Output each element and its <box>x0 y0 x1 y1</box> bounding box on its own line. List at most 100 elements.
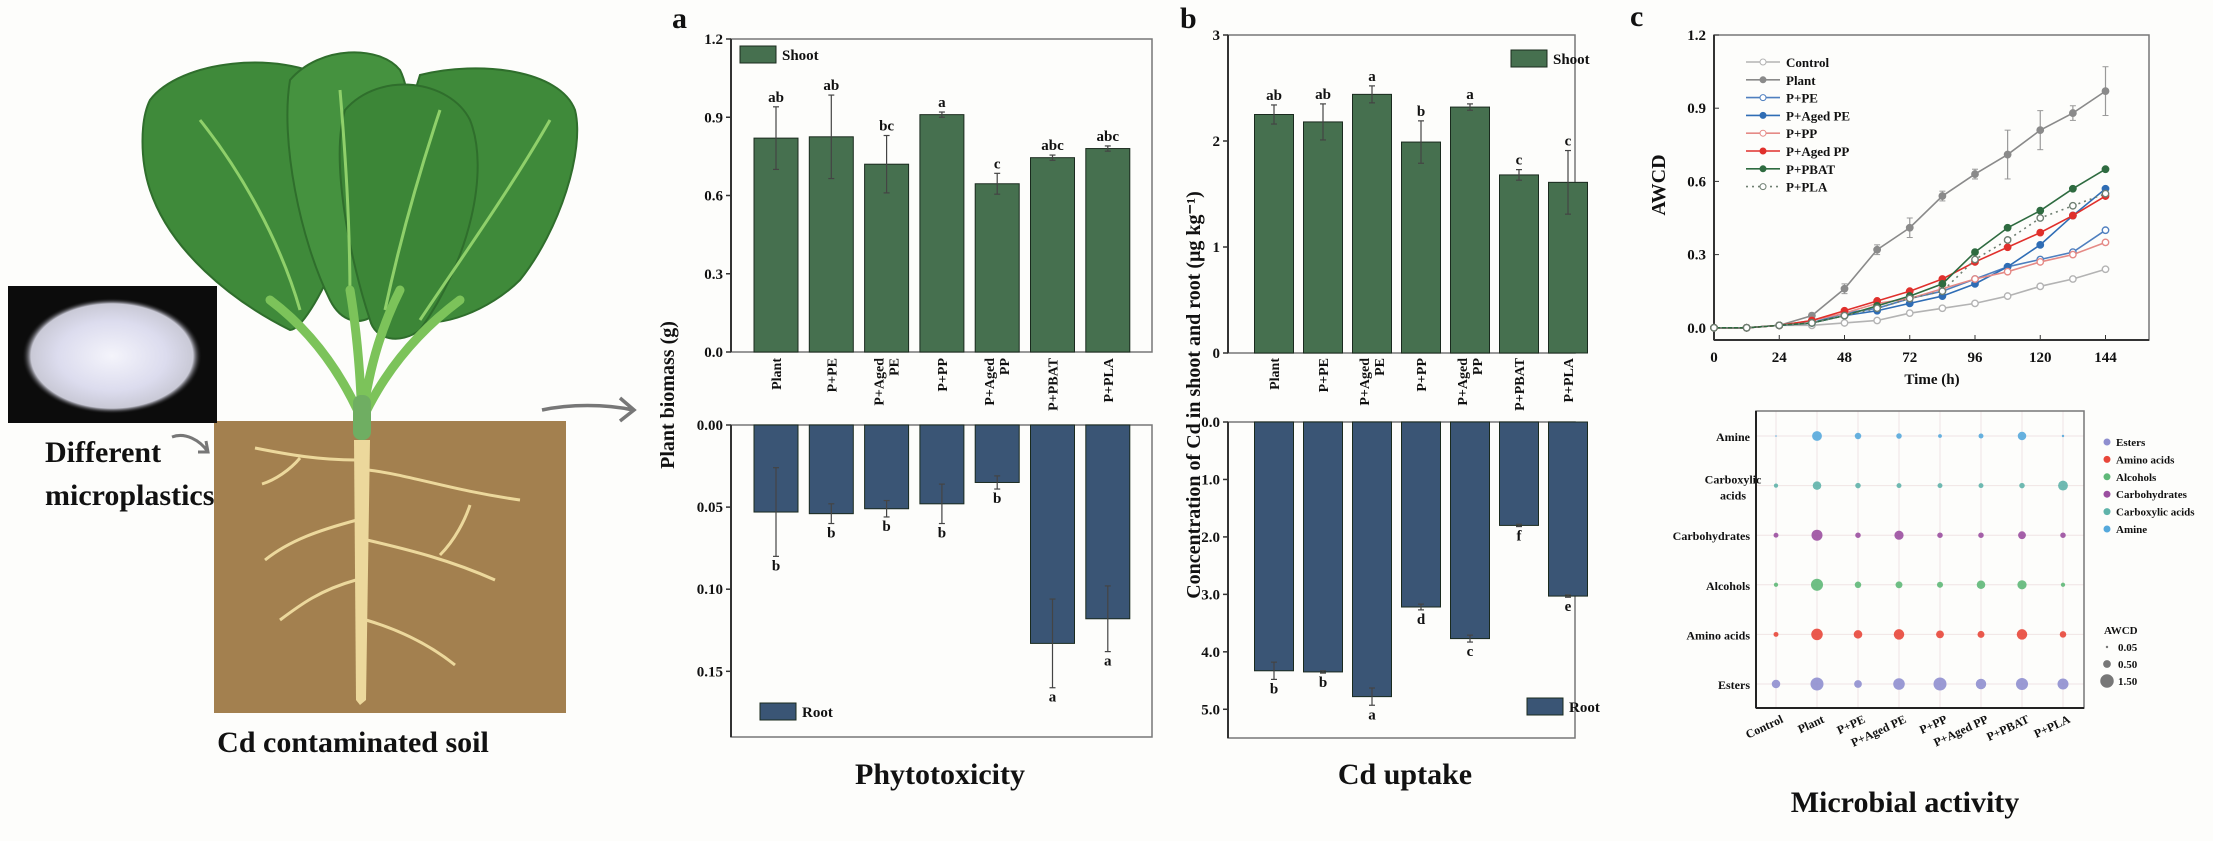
significance-letter: b <box>938 526 946 542</box>
significance-letter: b <box>827 526 835 542</box>
y-tick-label: 1.2 <box>1687 28 1706 44</box>
y-tick-label: 4.0 <box>1201 645 1220 661</box>
bubble <box>1811 529 1823 541</box>
data-point <box>2036 214 2045 222</box>
category-label-line: PP <box>1471 358 1486 376</box>
bubble <box>1773 582 1779 587</box>
microplastics-photo <box>8 286 217 423</box>
bar-shoot <box>1085 148 1131 353</box>
bubble <box>1775 435 1777 437</box>
y-tick-label: 0.6 <box>1687 174 1706 190</box>
legend-label: Amino acids <box>2116 454 2175 466</box>
legend-marker <box>1759 111 1767 119</box>
bar-chart-a: 0.00.30.60.91.2ababbcacabcabcShoot0.000.… <box>697 32 1153 738</box>
x-tick-label: 72 <box>1902 350 1917 366</box>
y-tick-label: 0.05 <box>697 500 723 516</box>
data-point <box>2003 267 2012 276</box>
bar-shoot <box>864 163 910 353</box>
data-point <box>1938 287 1947 296</box>
bubble <box>1855 532 1861 538</box>
caption-phytotoxicity: Phytotoxicity <box>855 758 1025 791</box>
size-legend-marker <box>2105 645 2109 649</box>
data-point <box>1938 192 1947 200</box>
row-label: Amine <box>1716 430 1751 444</box>
microplastics-label: Different <box>45 436 161 469</box>
vein <box>418 119 552 321</box>
bubble <box>1896 433 1902 439</box>
category-label: P+PBAT <box>1047 357 1062 410</box>
legend-label: Esters <box>2116 437 2146 449</box>
soil-label: Cd contaminated soil <box>217 726 489 759</box>
legend-label: Carboxylic acids <box>2116 507 2195 519</box>
bubble <box>1976 580 1986 590</box>
legend-label: P+PE <box>1786 91 1818 106</box>
y-tick-label: 0.9 <box>1687 101 1706 117</box>
bubble <box>1854 432 1862 440</box>
bubble <box>2017 580 2027 590</box>
significance-letter: b <box>993 491 1001 507</box>
bubble <box>2061 434 2065 438</box>
category-label-line: P+Aged <box>1456 358 1471 406</box>
category-label: P+PE <box>825 358 840 392</box>
plot-frame <box>1755 410 2085 709</box>
size-legend-marker <box>2100 674 2114 688</box>
bubble <box>1978 532 1984 538</box>
significance-letter: abc <box>1041 138 1064 154</box>
data-point <box>2003 292 2012 300</box>
series-line <box>1714 195 2106 329</box>
category-label: P+PE <box>1317 358 1332 392</box>
category-label: P+AgedPP <box>983 358 1013 406</box>
category-label-line: P+PBAT <box>1047 357 1062 410</box>
bar-root <box>1303 421 1343 673</box>
bubble <box>1893 678 1905 690</box>
root-branch <box>254 446 357 462</box>
data-point <box>1873 304 1882 313</box>
significance-letter: a <box>1104 654 1112 670</box>
significance-letter: b <box>1417 104 1425 120</box>
category-label-line: P+PE <box>825 358 840 392</box>
bubble <box>1771 679 1781 689</box>
category-label: Plant <box>1268 358 1283 390</box>
data-point <box>1742 323 1751 332</box>
bubble <box>1773 532 1779 538</box>
data-point <box>2068 109 2077 117</box>
data-point <box>2101 165 2110 174</box>
legend-label-shoot: Shoot <box>782 48 819 64</box>
size-legend-label: 0.05 <box>2118 642 2138 654</box>
x-tick-label: 120 <box>2029 350 2052 366</box>
data-point <box>1905 294 1914 303</box>
category-label-line: P+Aged <box>873 358 888 406</box>
significance-letter: b <box>1319 675 1327 691</box>
data-point <box>2068 250 2077 259</box>
legend-label: Plant <box>1786 73 1816 88</box>
y-tick-label: 0.9 <box>704 110 723 126</box>
row-label-line: Alcohols <box>1706 579 1750 593</box>
bubble <box>1854 581 1862 589</box>
data-point <box>2101 226 2110 235</box>
category-label: P+AgedPE <box>1358 358 1388 406</box>
significance-letter: d <box>1417 612 1426 628</box>
data-point <box>1971 170 1979 178</box>
data-point <box>1710 323 1718 332</box>
line-chart-awcd: 0.0 0.3 0.6 0.9 1.2 0 24 48 72 96 120 144 Control Pla… <box>1687 28 2150 366</box>
significance-letter: ab <box>768 90 784 106</box>
data-point <box>2036 126 2045 135</box>
vein <box>338 89 352 301</box>
microplastic-pile <box>22 298 202 414</box>
bubble <box>1894 530 1904 540</box>
panel-label-c: c <box>1630 0 1643 33</box>
category-label-line: PP <box>998 358 1013 376</box>
legend-marker <box>2103 438 2111 446</box>
category-label: Plant <box>1796 712 1827 736</box>
stem-base <box>353 395 371 440</box>
legend-swatch-shoot <box>1510 49 1548 68</box>
bubble <box>1937 532 1943 538</box>
x-tick-label: 24 <box>1772 350 1788 366</box>
legend-swatch-shoot <box>739 45 777 64</box>
data-point <box>2003 236 2012 244</box>
significance-letter: abc <box>1097 129 1120 145</box>
legend-label: P+PLA <box>1786 180 1828 195</box>
data-point <box>2036 258 2045 266</box>
